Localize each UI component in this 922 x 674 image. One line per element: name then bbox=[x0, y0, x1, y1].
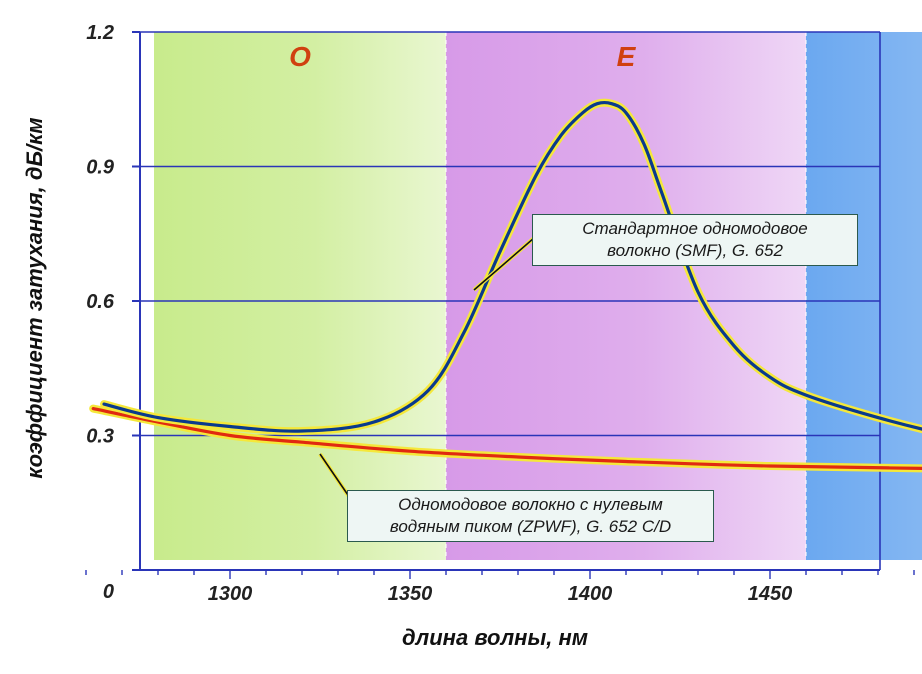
y-tick-label: 1.2 bbox=[86, 22, 114, 44]
x-axis-title: длина волны, нм bbox=[402, 625, 588, 650]
smf-annotation: Стандартное одномодовое волокно (SMF), G… bbox=[532, 214, 858, 266]
band-label-e: E bbox=[617, 41, 637, 72]
zpwf-series-line bbox=[91, 407, 922, 470]
x-tick-label: 1350 bbox=[388, 583, 433, 605]
band-s bbox=[806, 32, 922, 560]
zpwf-leader-line bbox=[319, 453, 351, 499]
y-tick-label: 0 bbox=[103, 581, 114, 603]
y-tick-label: 0.6 bbox=[86, 291, 115, 313]
x-tick-label: 1300 bbox=[208, 583, 253, 605]
x-tick-label: 1450 bbox=[748, 583, 793, 605]
band-e bbox=[446, 32, 806, 560]
x-tick-label: 1400 bbox=[568, 583, 613, 605]
y-tick-label: 0.9 bbox=[86, 157, 115, 179]
band-label-o: O bbox=[289, 41, 311, 72]
zpwf-annotation-line-1: Одномодовое волокно с нулевым bbox=[398, 495, 663, 514]
band-o bbox=[154, 32, 446, 560]
smf-annotation-line-1: Стандартное одномодовое bbox=[582, 219, 808, 238]
smf-series-line bbox=[102, 100, 922, 433]
y-tick-label: 0.3 bbox=[86, 426, 114, 448]
zpwf-annotation-line-2: водяным пиком (ZPWF), G. 652 C/D bbox=[389, 517, 672, 536]
zpwf-annotation: Одномодовое волокно с нулевым водяным пи… bbox=[347, 490, 714, 542]
smf-annotation-line-2: волокно (SMF), G. 652 bbox=[607, 241, 783, 260]
y-axis-title: коэффициент затухания, дБ/км bbox=[22, 117, 47, 478]
smf-leader-line bbox=[473, 237, 535, 291]
